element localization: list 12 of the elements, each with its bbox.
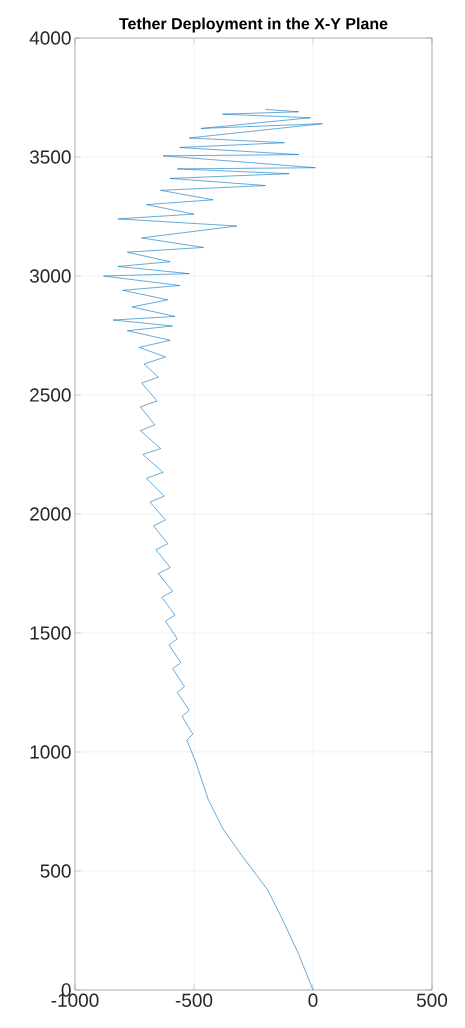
x-tick-label: 500 bbox=[416, 993, 448, 1007]
y-tick-label: 1000 bbox=[30, 745, 71, 759]
y-tick-label: 4000 bbox=[29, 31, 71, 45]
y-tick-label: 3500 bbox=[29, 150, 71, 164]
y-tick-label: 2000 bbox=[30, 507, 71, 521]
chart-title: Tether Deployment in the X-Y Plane bbox=[119, 17, 388, 33]
x-tick-label: -500 bbox=[175, 993, 213, 1007]
y-tick-label: 2500 bbox=[30, 388, 71, 402]
y-tick-label: 500 bbox=[40, 864, 71, 878]
y-tick-label: 1500 bbox=[30, 626, 71, 640]
x-tick-label: 0 bbox=[308, 993, 318, 1007]
y-tick-label: 3000 bbox=[29, 269, 71, 283]
